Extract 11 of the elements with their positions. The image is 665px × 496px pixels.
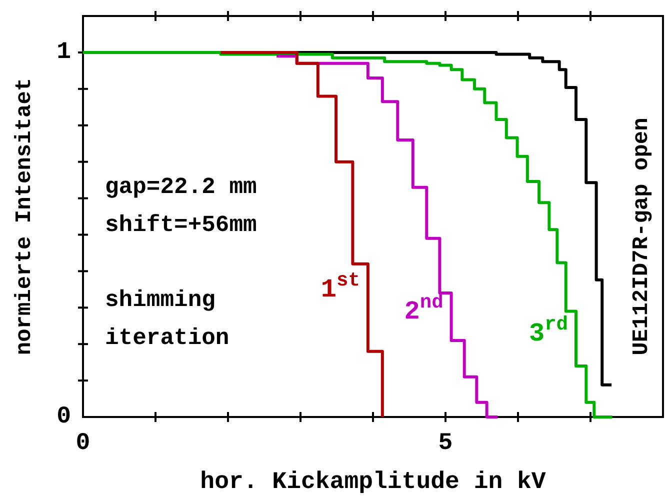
series-label: 3$^{rd}$ [528,313,568,348]
annotation: gap=22.2 mm [105,174,257,200]
y-tick-label: 1 [56,38,71,66]
series-label: 1$^{st}$ [320,270,360,305]
y-axis-title: normierte Intensitaet [12,78,37,356]
annotation: shift=+56mm [105,212,257,238]
annotation: shimming iteration [105,287,230,351]
x-axis-title: hor. Kickamplitude in kV [200,469,546,496]
x-tick-label: 5 [438,430,453,457]
text: UE112ID7R-gap open [628,118,654,356]
series-label: 2$^{nd}$ [404,292,444,327]
